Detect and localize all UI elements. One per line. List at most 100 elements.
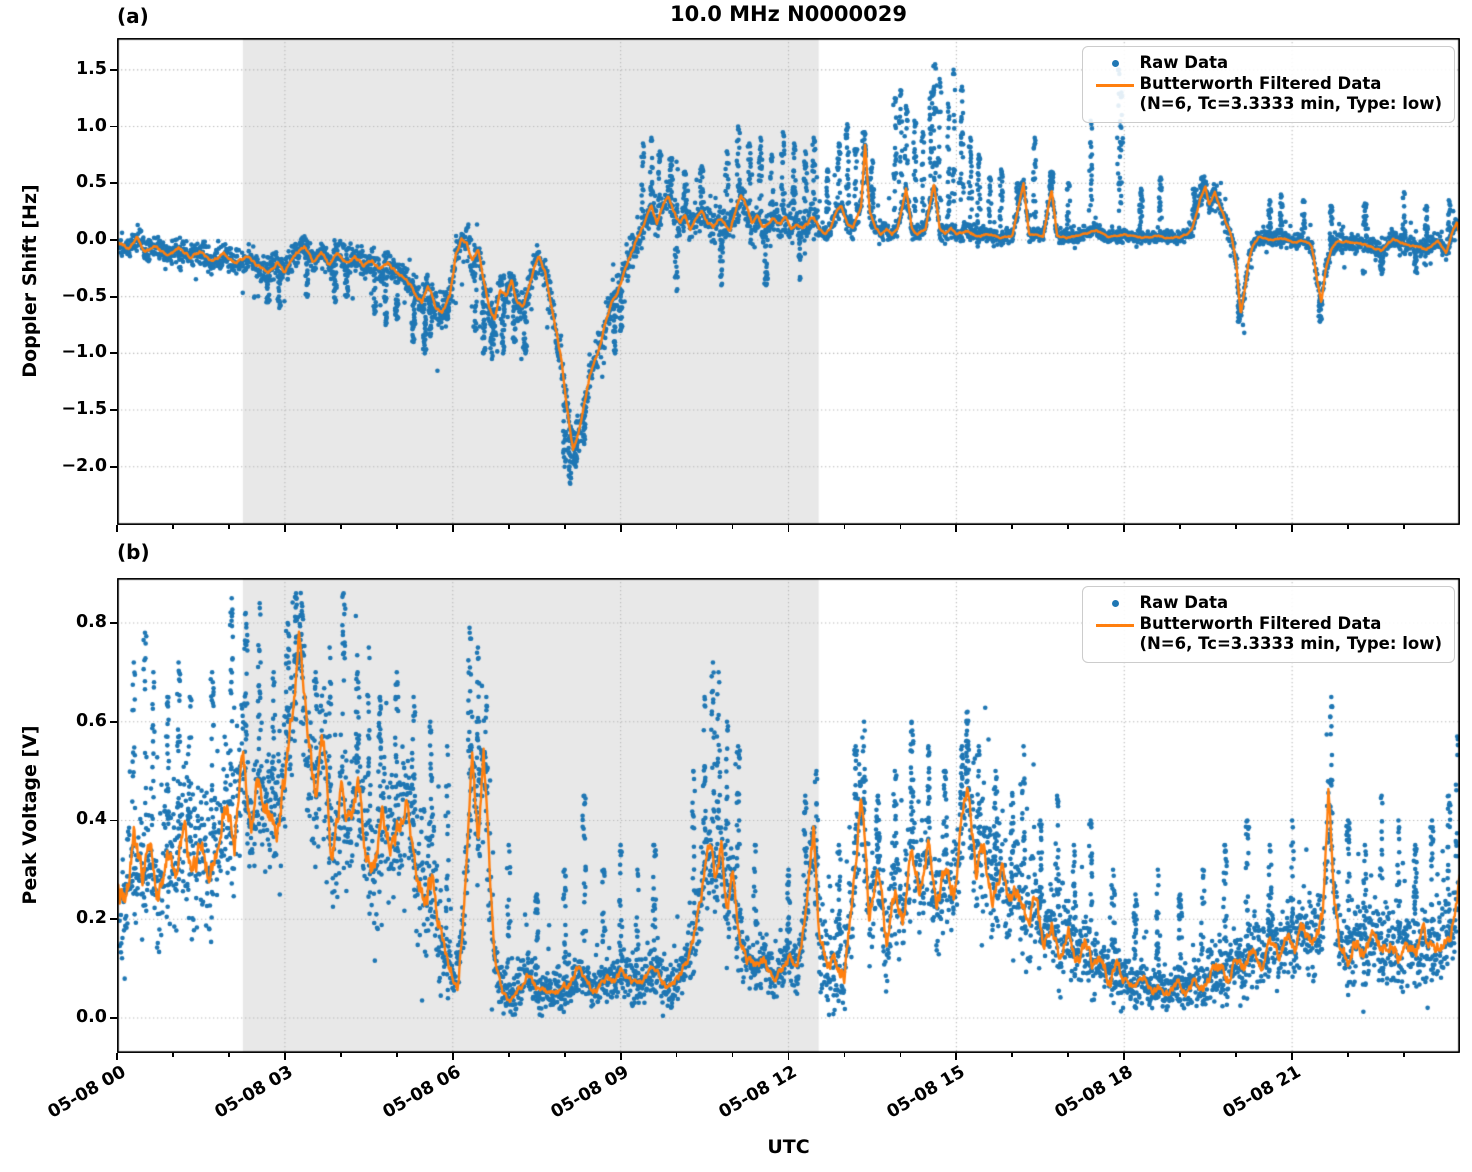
y-tick-label: 0.2 [75,908,107,929]
x-tick-mark [1291,525,1294,532]
legend-filtered-entry: Butterworth Filtered Data (N=6, Tc=3.3333… [1091,74,1442,115]
y-tick-mark [110,819,117,822]
x-tick-mark [395,1053,398,1057]
legend-filtered-label-line1: Butterworth Filtered Data [1139,73,1382,93]
x-tick-mark [116,1053,118,1060]
x-tick-mark [563,525,566,529]
legend-raw-label: Raw Data [1139,593,1229,612]
x-tick-mark [1179,1053,1182,1057]
x-tick-mark [787,1053,790,1060]
x-tick-mark [899,525,902,529]
y-tick-mark [110,182,117,185]
x-tick-label: 05-08 15 [883,1062,969,1123]
y-tick-mark [110,239,117,241]
x-tick-mark [843,1053,846,1057]
x-tick-mark [1123,1053,1126,1060]
x-tick-label: 05-08 18 [1051,1062,1137,1123]
raw-data-marker-icon [1091,593,1139,607]
x-tick-mark [843,525,846,529]
filtered-line-swatch-icon [1091,614,1139,627]
x-tick-mark [451,1053,454,1060]
y-tick-label: −0.5 [61,285,107,306]
y-tick-mark [110,409,117,411]
x-tick-mark [507,525,510,529]
x-tick-mark [116,525,118,532]
figure-title: 10.0 MHz N0000029 [670,2,907,26]
panel-b-plot: Raw Data Butterworth Filtered Data (N=6, … [117,578,1460,1053]
x-axis-label: UTC [767,1136,810,1158]
legend-filtered-label-line2: (N=6, Tc=3.3333 min, Type: low) [1139,94,1442,114]
x-tick-mark [731,525,734,529]
y-tick-mark [110,352,117,355]
y-tick-mark [110,622,117,624]
panel-b-legend: Raw Data Butterworth Filtered Data (N=6, … [1082,586,1455,663]
x-tick-mark [339,525,342,529]
panel-b-tag: (b) [117,540,150,564]
y-tick-mark [110,720,117,723]
x-tick-mark [1067,525,1070,529]
y-tick-mark [110,465,117,468]
y-tick-mark [110,918,117,921]
y-tick-label: 1.0 [75,115,107,136]
y-tick-label: 0.6 [75,710,107,731]
x-tick-mark [619,525,622,532]
x-tick-mark [1235,525,1238,529]
x-tick-mark [563,1053,566,1057]
y-tick-label: −2.0 [61,455,107,476]
legend-raw-entry: Raw Data [1091,53,1442,74]
panel-a-plot: Raw Data Butterworth Filtered Data (N=6, … [117,38,1460,525]
x-tick-mark [228,1053,230,1057]
x-tick-mark [899,1053,902,1057]
x-tick-mark [1179,525,1182,529]
y-tick-label: 0.0 [75,228,107,249]
x-tick-mark [228,525,230,529]
x-tick-mark [1067,1053,1070,1057]
x-tick-mark [955,1053,958,1060]
x-tick-mark [1291,1053,1294,1060]
x-tick-mark [451,525,454,532]
x-tick-mark [172,525,174,529]
x-tick-mark [1235,1053,1238,1057]
y-tick-label: 0.5 [75,172,107,193]
x-tick-mark [955,525,958,532]
x-tick-mark [1347,1053,1349,1057]
x-tick-mark [1123,525,1126,532]
y-tick-mark [110,125,117,128]
x-tick-mark [1347,525,1349,529]
x-tick-mark [1403,525,1405,529]
y-tick-mark [110,295,117,298]
x-tick-mark [787,525,790,532]
x-tick-mark [619,1053,622,1060]
y-tick-label: −1.0 [61,342,107,363]
x-tick-mark [395,525,398,529]
x-tick-mark [172,1053,174,1057]
x-tick-mark [507,1053,510,1057]
x-tick-mark [675,525,678,529]
x-tick-label: 05-08 03 [212,1062,297,1123]
legend-raw-entry: Raw Data [1091,593,1442,614]
y-tick-label: 0.4 [75,809,107,830]
x-tick-label: 05-08 12 [715,1062,801,1123]
legend-filtered-label: Butterworth Filtered Data (N=6, Tc=3.3333… [1139,74,1442,115]
x-tick-label: 05-08 21 [1219,1062,1305,1123]
x-tick-mark [1011,525,1014,529]
y-tick-mark [110,1017,117,1019]
legend-raw-label: Raw Data [1139,53,1229,72]
legend-filtered-entry: Butterworth Filtered Data (N=6, Tc=3.3333… [1091,614,1442,655]
x-tick-mark [283,525,286,532]
filtered-line-swatch-icon [1091,74,1139,87]
y-tick-label: 0.0 [75,1006,107,1027]
x-tick-mark [339,1053,342,1057]
x-tick-label: 05-08 09 [547,1062,633,1123]
legend-filtered-label: Butterworth Filtered Data (N=6, Tc=3.3333… [1139,614,1442,655]
x-tick-mark [731,1053,734,1057]
y-tick-mark [110,68,117,71]
y-tick-label: −1.5 [61,399,107,420]
y-tick-label: 0.8 [75,611,107,632]
y-tick-label: 1.5 [75,58,107,79]
x-tick-mark [283,1053,286,1060]
legend-filtered-label-line2: (N=6, Tc=3.3333 min, Type: low) [1139,634,1442,654]
raw-data-marker-icon [1091,53,1139,67]
legend-filtered-label-line1: Butterworth Filtered Data [1139,613,1382,633]
